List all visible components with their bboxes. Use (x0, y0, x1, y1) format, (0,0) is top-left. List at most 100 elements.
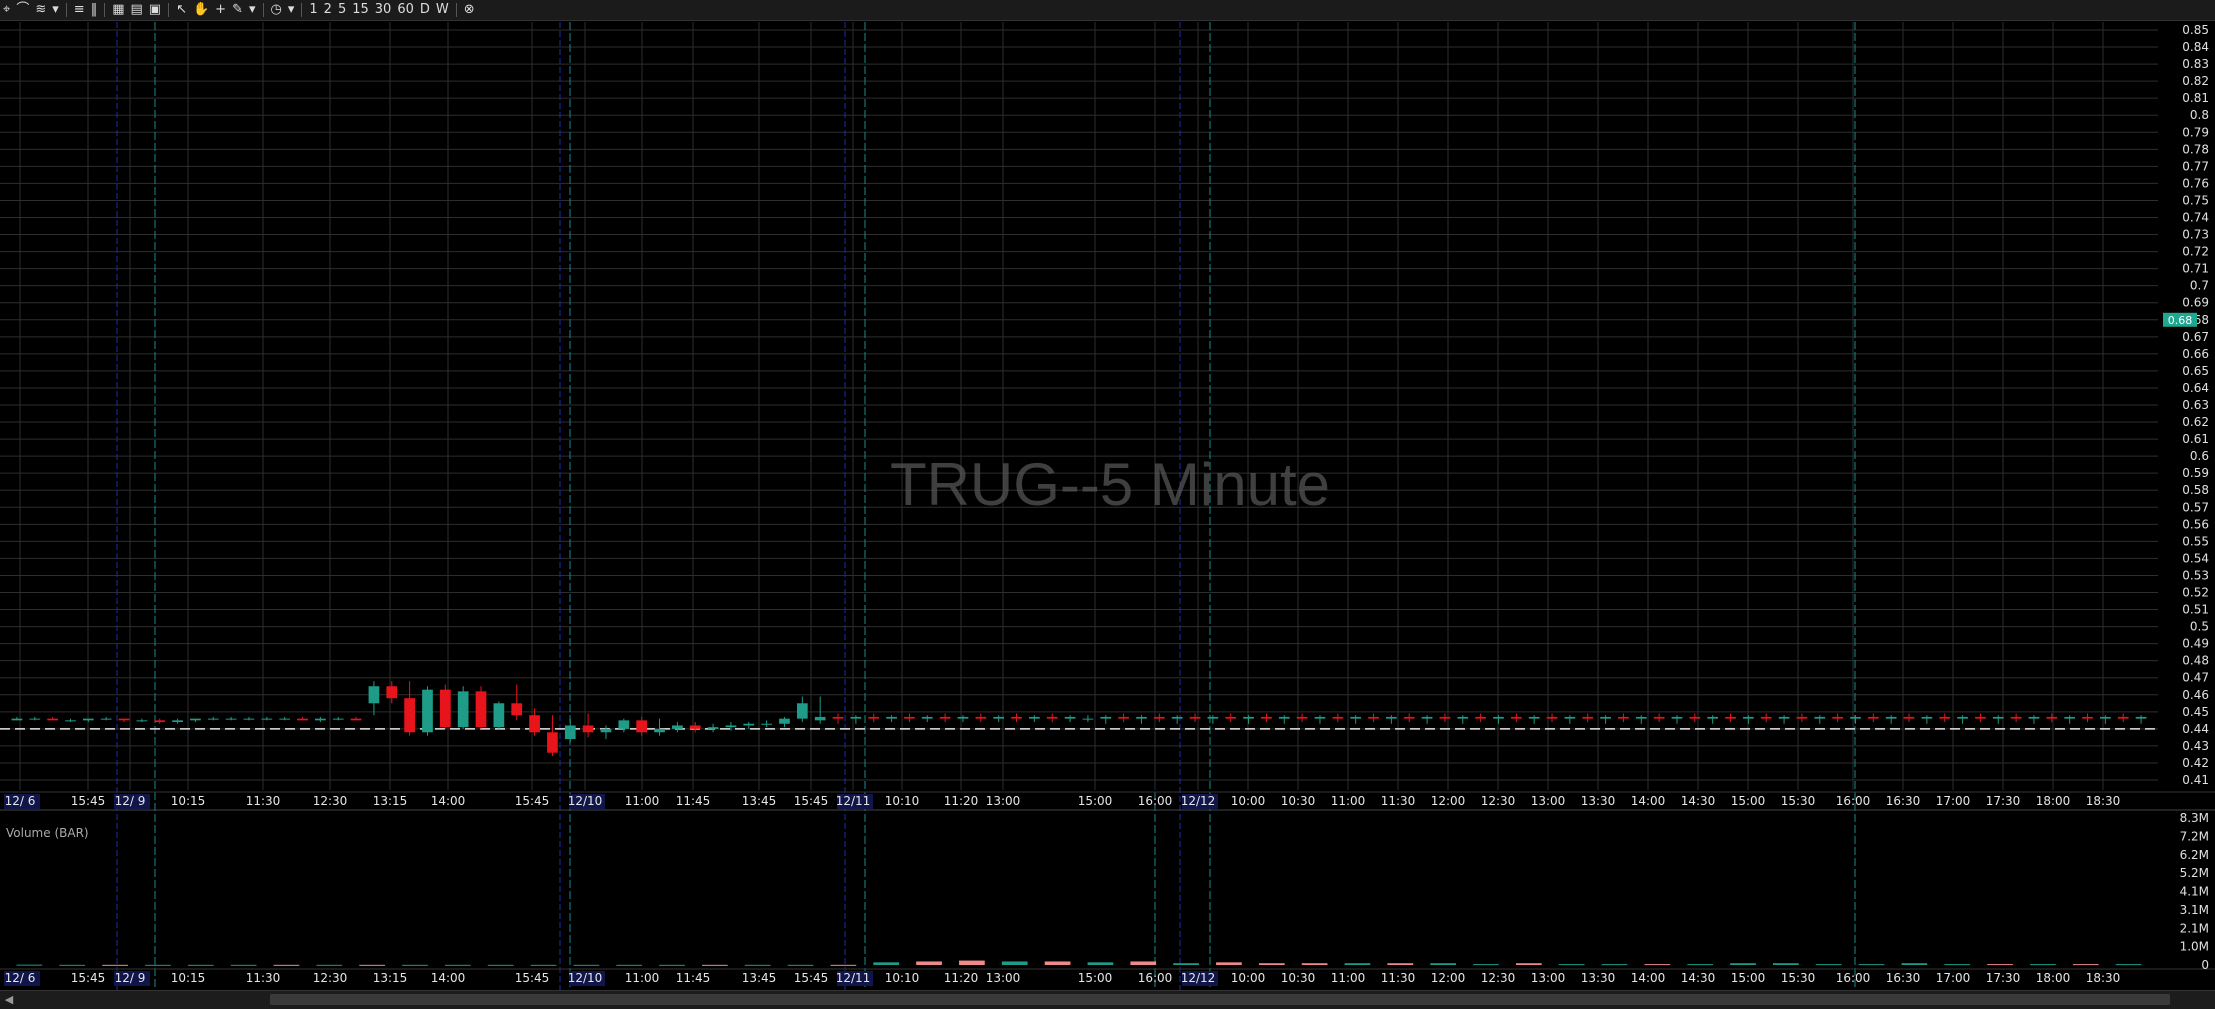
period-button[interactable]: W (435, 2, 449, 17)
price-axis-tick: 0.84 (2182, 40, 2209, 54)
candle-body (11, 718, 23, 721)
period-button[interactable]: 30 (374, 2, 392, 17)
time-axis-label: 11:20 (944, 971, 979, 985)
date-axis-label: 12/ 9 (115, 971, 146, 985)
candle-body (1903, 716, 1915, 719)
cursor-icon[interactable]: ↖ (176, 2, 187, 17)
time-axis-label: 13:45 (742, 794, 777, 808)
candle-body (1564, 716, 1576, 719)
candle-body (1671, 716, 1683, 719)
candle-body (457, 691, 469, 728)
time-axis-label: 16:30 (1886, 971, 1921, 985)
crosshair-tool-icon[interactable]: ⌖ (3, 2, 11, 17)
price-axis-tick: 0.65 (2182, 364, 2209, 378)
horizontal-scrollbar[interactable]: ◀ (0, 990, 2215, 1009)
time-axis-label: 15:45 (71, 794, 106, 808)
candle-body (1796, 716, 1808, 719)
pen-icon[interactable]: ✎ (232, 2, 243, 17)
volume-bar (1773, 963, 1799, 965)
grid-icon[interactable]: ▦ (112, 2, 125, 17)
price-axis-tick: 0.77 (2182, 159, 2209, 173)
candle-body (332, 718, 344, 720)
candle-body (761, 723, 772, 725)
candle-body (261, 718, 273, 720)
candle-body (1546, 716, 1558, 719)
price-axis-tick: 0.64 (2182, 381, 2209, 395)
price-axis-tick: 0.62 (2182, 415, 2209, 429)
time-axis-label: 13:15 (373, 971, 408, 985)
candle-body (2135, 716, 2147, 719)
period-button[interactable]: 15 (352, 2, 369, 17)
price-axis-tick: 0.67 (2182, 330, 2209, 344)
dropdown-arrow-icon[interactable]: ▾ (287, 2, 295, 17)
scroll-thumb[interactable] (270, 994, 2170, 1005)
candle-body (1493, 716, 1504, 719)
time-axis-label: 13:00 (986, 794, 1021, 808)
time-axis-label: 11:30 (1381, 971, 1416, 985)
dropdown-arrow-icon[interactable]: ▾ (248, 2, 256, 17)
price-axis-tick: 0.71 (2182, 262, 2209, 276)
time-axis-label: 15:00 (1731, 794, 1766, 808)
period-button[interactable]: 60 (397, 2, 414, 17)
time-axis-label: 16:00 (1138, 794, 1173, 808)
menu-icon[interactable]: ≡ (73, 2, 85, 17)
candle-body (1992, 716, 2004, 719)
period-button[interactable]: D (419, 2, 430, 17)
volume-bar (1301, 963, 1328, 965)
candle-body (190, 718, 201, 721)
time-axis-label: 13:00 (1531, 794, 1566, 808)
hand-icon[interactable]: ✋ (192, 2, 210, 17)
volume-bar (187, 964, 214, 966)
candle-body (1850, 716, 1861, 719)
pause-icon[interactable]: ‖ (90, 2, 98, 17)
plus-icon[interactable]: + (215, 2, 227, 17)
candle-body (886, 716, 897, 719)
time-axis-label: 13:00 (1531, 971, 1566, 985)
date-axis-label: 12/ 6 (5, 794, 36, 808)
draw-tool-icon[interactable]: ⌒ (16, 2, 30, 17)
candle-body (1332, 716, 1344, 719)
candle-body (1760, 716, 1772, 719)
period-button[interactable]: 5 (337, 2, 347, 17)
window-icon[interactable]: ▣ (148, 2, 162, 17)
toolbar-separator (104, 3, 106, 17)
volume-bar (1858, 964, 1885, 966)
price-axis-tick: 0.52 (2182, 586, 2209, 600)
layout-icon[interactable]: ▤ (130, 2, 143, 17)
date-label-bg (4, 794, 40, 809)
time-axis-label: 14:30 (1681, 971, 1716, 985)
volume-bar (1430, 963, 1456, 965)
price-axis-tick: 0.66 (2182, 347, 2209, 361)
clock-icon[interactable]: ◷ (270, 2, 282, 17)
candle-body (279, 718, 291, 720)
volume-bar (273, 964, 300, 966)
price-axis-tick: 0.54 (2182, 551, 2209, 565)
candle-body (1510, 716, 1522, 719)
time-axis-label: 12:30 (1481, 971, 1516, 985)
volume-axis-tick: 0 (2201, 958, 2209, 972)
volume-bar (1558, 964, 1585, 966)
period-button[interactable]: 2 (323, 2, 332, 17)
candle-body (1368, 716, 1379, 719)
time-axis-label: 13:45 (742, 971, 777, 985)
time-axis-label: 18:30 (2086, 794, 2121, 808)
time-axis-label: 13:30 (1581, 971, 1616, 985)
close-circle-icon[interactable]: ⊗ (463, 2, 475, 17)
candle-body (1261, 716, 1272, 719)
date-label-bg (837, 971, 873, 986)
price-axis-tick: 0.73 (2182, 228, 2209, 242)
time-axis-label: 15:00 (1078, 794, 1113, 808)
candle-body (975, 716, 987, 719)
candle-body (100, 718, 112, 720)
scroll-left-arrow-icon[interactable]: ◀ (4, 993, 14, 1006)
candle-body (422, 689, 433, 733)
dropdown-arrow-icon[interactable]: ▾ (52, 2, 59, 17)
time-axis-label: 12:30 (313, 971, 348, 985)
time-axis-label: 12:30 (313, 794, 348, 808)
pattern-tool-icon[interactable]: ≋ (35, 2, 47, 17)
period-button[interactable]: 1 (309, 2, 318, 17)
time-axis-label: 18:00 (2036, 971, 2071, 985)
price-axis-tick: 0.69 (2182, 296, 2209, 310)
chart-toolbar: ⌖ ⌒ ≋ ▾ ≡ ‖ ▦ ▤ ▣ ↖ ✋ + ✎ ▾ ◷ ▾ 1 2 5 15 30 60 D W ⊗ (0, 0, 2215, 21)
